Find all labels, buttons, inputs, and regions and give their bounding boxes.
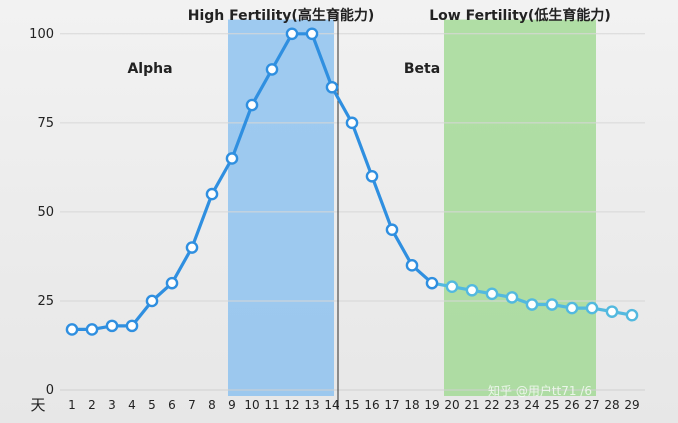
series-point-day-6 — [165, 276, 179, 290]
series-point-day-1 — [65, 323, 79, 336]
x-tick-label-14: 14 — [324, 398, 339, 412]
x-tick-label-2: 2 — [88, 398, 96, 412]
y-tick-label-75: 75 — [37, 116, 54, 131]
series-point-day-2 — [85, 323, 99, 336]
x-tick-label-4: 4 — [128, 398, 136, 412]
x-tick-label-5: 5 — [148, 398, 156, 412]
series-point-day-23 — [505, 291, 519, 304]
series-point-day-12 — [285, 27, 299, 41]
series-point-day-21 — [465, 283, 479, 297]
low-fertility-label: Low Fertility(低生育能力) — [429, 7, 610, 24]
x-tick-label-26: 26 — [564, 398, 579, 412]
series-point-day-27 — [585, 301, 599, 315]
series-point-day-15 — [345, 116, 359, 130]
series-point-day-24 — [525, 298, 539, 311]
x-tick-label-6: 6 — [168, 398, 176, 412]
x-tick-label-10: 10 — [244, 398, 259, 412]
series-point-day-10 — [245, 98, 259, 112]
x-tick-label-17: 17 — [384, 398, 399, 412]
series-point-day-8 — [205, 187, 219, 201]
x-tick-label-3: 3 — [108, 398, 116, 412]
x-tick-label-27: 27 — [584, 398, 599, 412]
series-point-day-11 — [265, 63, 279, 76]
series-point-day-26 — [565, 301, 579, 315]
series-point-day-16 — [365, 169, 379, 183]
x-tick-label-13: 13 — [304, 398, 319, 412]
y-tick-label-50: 50 — [37, 205, 54, 220]
x-tick-label-9: 9 — [228, 398, 236, 412]
x-tick-label-7: 7 — [188, 398, 196, 412]
x-tick-label-23: 23 — [504, 398, 519, 412]
x-tick-label-16: 16 — [364, 398, 379, 412]
x-tick-label-21: 21 — [464, 398, 479, 412]
series-point-day-22 — [485, 287, 499, 301]
series-point-day-20 — [445, 280, 459, 294]
watermark-text: 知乎 @用户tt71 /6 — [488, 383, 592, 398]
x-tick-label-29: 29 — [624, 398, 639, 412]
x-tick-label-18: 18 — [404, 398, 419, 412]
x-tick-label-20: 20 — [444, 398, 459, 412]
series-point-day-28 — [605, 305, 619, 318]
series-point-day-19 — [425, 276, 439, 290]
series-point-day-17 — [385, 223, 399, 237]
series-point-day-5 — [145, 294, 159, 308]
x-tick-label-12: 12 — [284, 398, 299, 412]
x-tick-label-8: 8 — [208, 398, 216, 412]
series-point-day-4 — [125, 319, 139, 333]
series-point-day-7 — [185, 241, 199, 254]
y-tick-label-100: 100 — [29, 27, 54, 42]
series-point-day-9 — [225, 152, 239, 165]
y-tick-label-0: 0 — [46, 383, 54, 398]
x-tick-label-22: 22 — [484, 398, 499, 412]
y-tick-label-25: 25 — [37, 294, 54, 309]
series-point-day-13 — [305, 27, 319, 41]
x-tick-label-11: 11 — [264, 398, 279, 412]
low-fertility-band — [444, 19, 596, 397]
high-fertility-band — [228, 19, 334, 397]
x-tick-label-15: 15 — [344, 398, 359, 412]
series-point-day-29 — [625, 308, 639, 322]
series-point-day-3 — [105, 319, 119, 333]
x-tick-label-24: 24 — [524, 398, 539, 412]
phase-label-beta: Beta — [404, 61, 440, 77]
phase-label-alpha: Alpha — [127, 61, 172, 77]
high-fertility-label: High Fertility(高生育能力) — [188, 7, 374, 24]
series-point-day-18 — [405, 259, 419, 272]
x-tick-label-25: 25 — [544, 398, 559, 412]
x-axis-unit-label: 天 — [30, 396, 45, 414]
series-point-day-14 — [325, 80, 339, 94]
x-tick-label-19: 19 — [424, 398, 439, 412]
series-point-day-25 — [545, 298, 559, 311]
x-tick-label-1: 1 — [68, 398, 76, 412]
x-tick-label-28: 28 — [604, 398, 619, 412]
